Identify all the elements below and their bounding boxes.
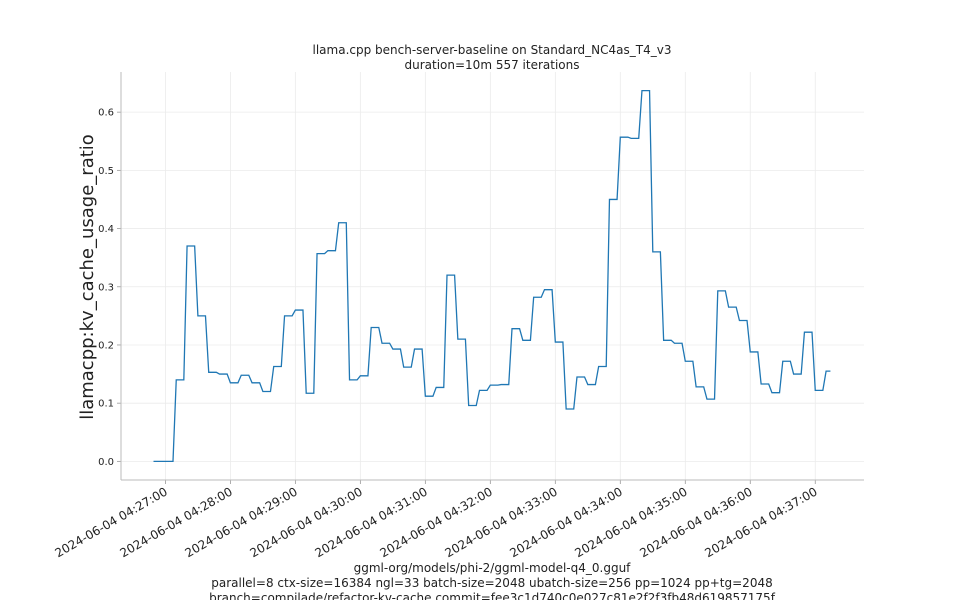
line-series bbox=[153, 89, 831, 463]
x-tick-label: 2024-06-04 04:27:00 bbox=[53, 484, 170, 560]
x-axis-label: parallel=8 ctx-size=16384 ngl=33 batch-s… bbox=[211, 576, 772, 590]
x-axis-label: branch=compilade/refactor-kv-cache commi… bbox=[209, 591, 776, 600]
x-tick-label: 2024-06-04 04:31:00 bbox=[312, 484, 429, 560]
y-tick-label: 0.6 bbox=[98, 108, 114, 119]
y-tick-label: 0.5 bbox=[98, 166, 114, 177]
x-tick-label: 2024-06-04 04:35:00 bbox=[572, 484, 689, 560]
x-axis-label: ggml-org/models/phi-2/ggml-model-q4_0.gg… bbox=[354, 561, 632, 575]
chart-subtitle: duration=10m 557 iterations bbox=[405, 58, 580, 72]
x-tick-label: 2024-06-04 04:33:00 bbox=[442, 484, 559, 560]
y-tick-label: 0.2 bbox=[98, 340, 114, 351]
x-tick-label: 2024-06-04 04:34:00 bbox=[507, 484, 624, 560]
x-tick-label: 2024-06-04 04:32:00 bbox=[377, 484, 494, 560]
y-tick-label: 0.1 bbox=[98, 399, 114, 410]
y-tick-label: 0.0 bbox=[98, 457, 114, 468]
chart-title: llama.cpp bench-server-baseline on Stand… bbox=[313, 43, 672, 57]
y-tick-label: 0.3 bbox=[98, 282, 114, 293]
y-axis-label: llamacpp:kv_cache_usage_ratio bbox=[77, 134, 98, 420]
x-tick-label: 2024-06-04 04:30:00 bbox=[247, 484, 364, 560]
y-tick-label: 0.4 bbox=[98, 224, 114, 235]
x-tick-label: 2024-06-04 04:37:00 bbox=[702, 484, 819, 560]
x-tick-label: 2024-06-04 04:28:00 bbox=[118, 484, 235, 560]
x-tick-label: 2024-06-04 04:29:00 bbox=[182, 484, 299, 560]
x-tick-label: 2024-06-04 04:36:00 bbox=[637, 484, 754, 560]
